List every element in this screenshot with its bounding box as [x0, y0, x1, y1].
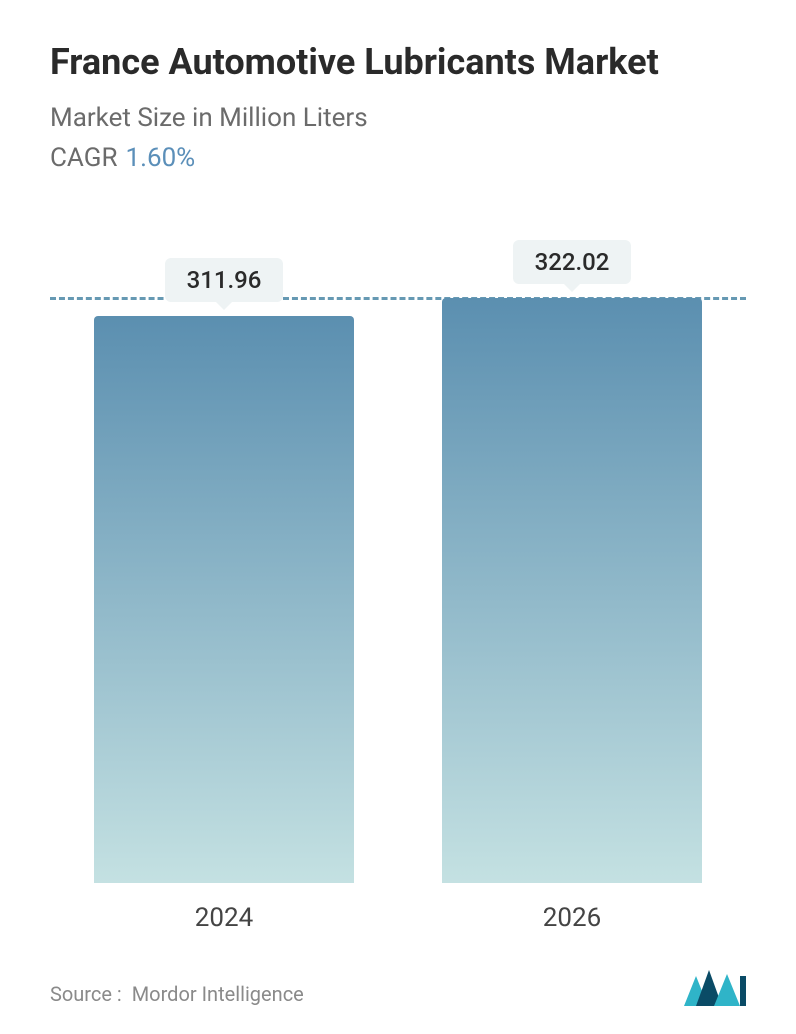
- bar-1: [442, 298, 702, 883]
- source-name: Mordor Intelligence: [132, 982, 304, 1006]
- brand-logo-icon: [684, 970, 746, 1006]
- source-label: Source :: [50, 982, 122, 1006]
- chart-area: 311.96 322.02: [50, 243, 746, 883]
- x-label-0: 2024: [94, 903, 354, 933]
- cagr-value: 1.60%: [125, 143, 195, 173]
- bar-group-1: 322.02: [442, 240, 702, 883]
- chart-title: France Automotive Lubricants Market: [50, 40, 746, 85]
- bar-0: [94, 316, 354, 883]
- cagr-row: CAGR 1.60%: [50, 143, 746, 173]
- value-label-0: 311.96: [165, 258, 284, 302]
- bars-container: 311.96 322.02: [50, 243, 746, 883]
- x-axis-labels: 2024 2026: [50, 903, 746, 933]
- source-attribution: Source : Mordor Intelligence: [50, 982, 304, 1006]
- chart-subtitle: Market Size in Million Liters: [50, 103, 746, 133]
- value-label-1: 322.02: [513, 240, 632, 284]
- bar-group-0: 311.96: [94, 258, 354, 883]
- cagr-label: CAGR: [50, 143, 117, 173]
- x-label-1: 2026: [442, 903, 702, 933]
- footer: Source : Mordor Intelligence: [50, 970, 746, 1006]
